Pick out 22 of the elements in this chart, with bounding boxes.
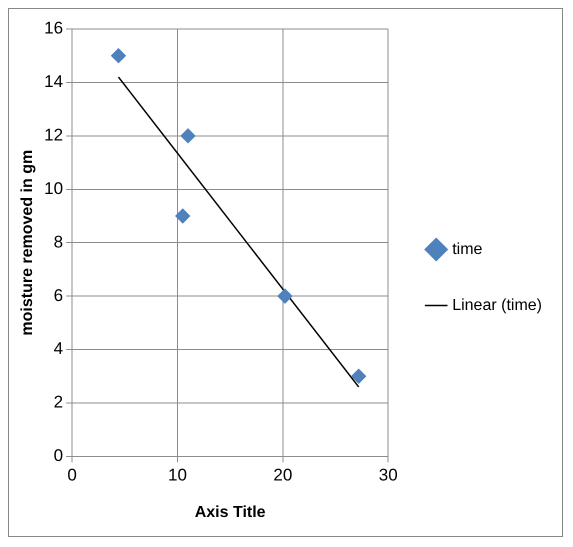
point: [351, 368, 366, 384]
legend-label: time: [452, 240, 483, 258]
y-tick-label: 2: [54, 392, 64, 412]
y-tick-label: 14: [44, 72, 64, 92]
y-tick-label: 6: [54, 286, 64, 305]
point: [175, 208, 190, 224]
point: [110, 48, 126, 64]
y-tick-label: 8: [54, 232, 64, 252]
legend-label: Linear (time): [452, 296, 542, 314]
x-tick-label: 20: [273, 465, 292, 484]
x-tick-label: 10: [168, 465, 187, 484]
y-tick-label: 4: [54, 339, 64, 358]
y-tick-label: 0: [54, 446, 64, 466]
point: [180, 128, 196, 144]
x-tick-label: 0: [67, 465, 77, 484]
x-tick-label: 30: [378, 465, 398, 484]
x-axis-title: Axis Title: [194, 504, 266, 521]
y-axis-title: moisture removed in gm: [19, 150, 36, 336]
y-tick-label: 10: [44, 178, 64, 198]
y-tick-label: 16: [44, 18, 64, 38]
point: [277, 288, 292, 304]
y-tick-label: 12: [44, 126, 64, 145]
